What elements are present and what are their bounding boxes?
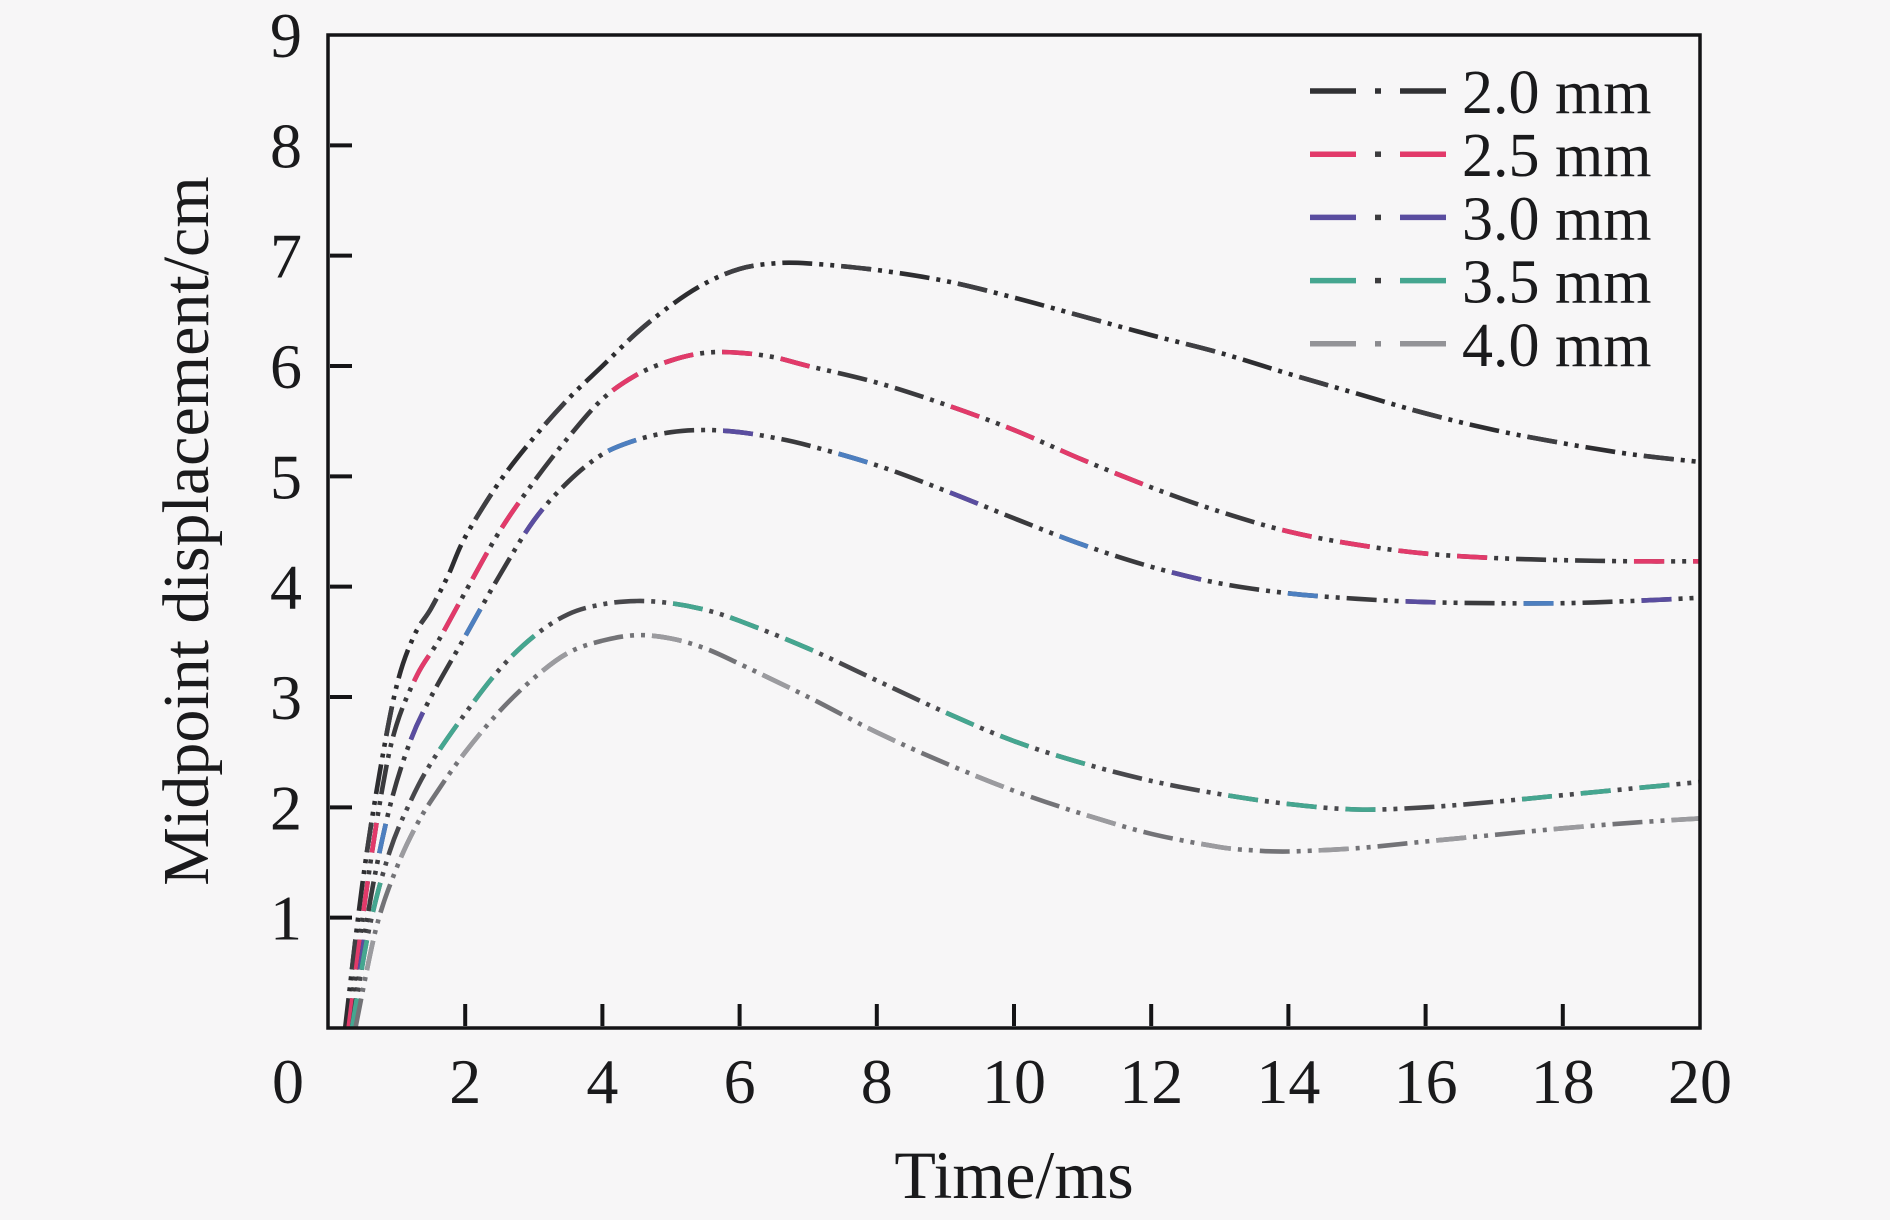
series-curve-2-5-mm-overlay-1 [346, 349, 1701, 1029]
series-curve-3-5-mm [349, 598, 1701, 1029]
series-curve-3-0-mm-overlay-1 [349, 427, 1701, 1029]
legend-label-2: 3.0 mm [1462, 185, 1651, 253]
legend-label-1: 2.5 mm [1462, 122, 1651, 190]
plot-frame [326, 33, 1702, 1030]
legend-label-0: 2.0 mm [1462, 59, 1651, 127]
y-tick-label-2: 2 [270, 772, 302, 843]
x-tick-label-14: 14 [1256, 1046, 1320, 1117]
legend-label-3: 3.5 mm [1462, 249, 1651, 317]
series-curve-3-0-mm [349, 427, 1701, 1029]
series-curve-3-0-mm-overlay-2 [349, 427, 1701, 1029]
y-tick-label-4: 4 [270, 552, 302, 623]
x-tick-label-12: 12 [1119, 1046, 1183, 1117]
legend-label-4: 4.0 mm [1462, 312, 1651, 380]
x-tick-label-18: 18 [1531, 1046, 1595, 1117]
y-tick-label-9: 9 [270, 0, 302, 71]
x-axis-title: Time/ms [894, 1137, 1133, 1213]
legend-item-3: 3.5 mm [1310, 249, 1651, 317]
legend-item-2: 3.0 mm [1310, 185, 1651, 253]
y-axis-title: Midpoint displacement/cm [150, 176, 223, 885]
x-tick-label-4: 4 [586, 1046, 618, 1117]
series-curve-2-5-mm [346, 349, 1701, 1029]
x-tick-label-20: 20 [1668, 1046, 1732, 1117]
x-tick-label-2: 2 [449, 1046, 481, 1117]
x-tick-label-6: 6 [724, 1046, 756, 1117]
y-tick-label-3: 3 [270, 662, 302, 733]
origin-label: 0 [272, 1046, 304, 1117]
legend-item-1: 2.5 mm [1310, 122, 1651, 190]
y-tick-label-5: 5 [270, 441, 302, 512]
x-tick-label-8: 8 [861, 1046, 893, 1117]
legend: 2.0 mm2.5 mm3.0 mm3.5 mm4.0 mm [1310, 59, 1651, 380]
series-curve-4-0-mm-overlay-1 [353, 632, 1701, 1029]
series-curve-3-5-mm-overlay-1 [349, 598, 1701, 1029]
x-tick-label-10: 10 [982, 1046, 1046, 1117]
y-tick-label-6: 6 [270, 331, 302, 402]
y-tick-label-8: 8 [270, 110, 302, 181]
series-curve-2-0-mm-overlay-1 [342, 260, 1701, 1029]
legend-item-0: 2.0 mm [1310, 59, 1651, 127]
y-tick-label-1: 1 [270, 883, 302, 954]
legend-item-4: 4.0 mm [1310, 312, 1651, 380]
series-curve-4-0-mm [353, 632, 1701, 1029]
y-tick-label-7: 7 [270, 221, 302, 292]
x-tick-label-16: 16 [1394, 1046, 1458, 1117]
